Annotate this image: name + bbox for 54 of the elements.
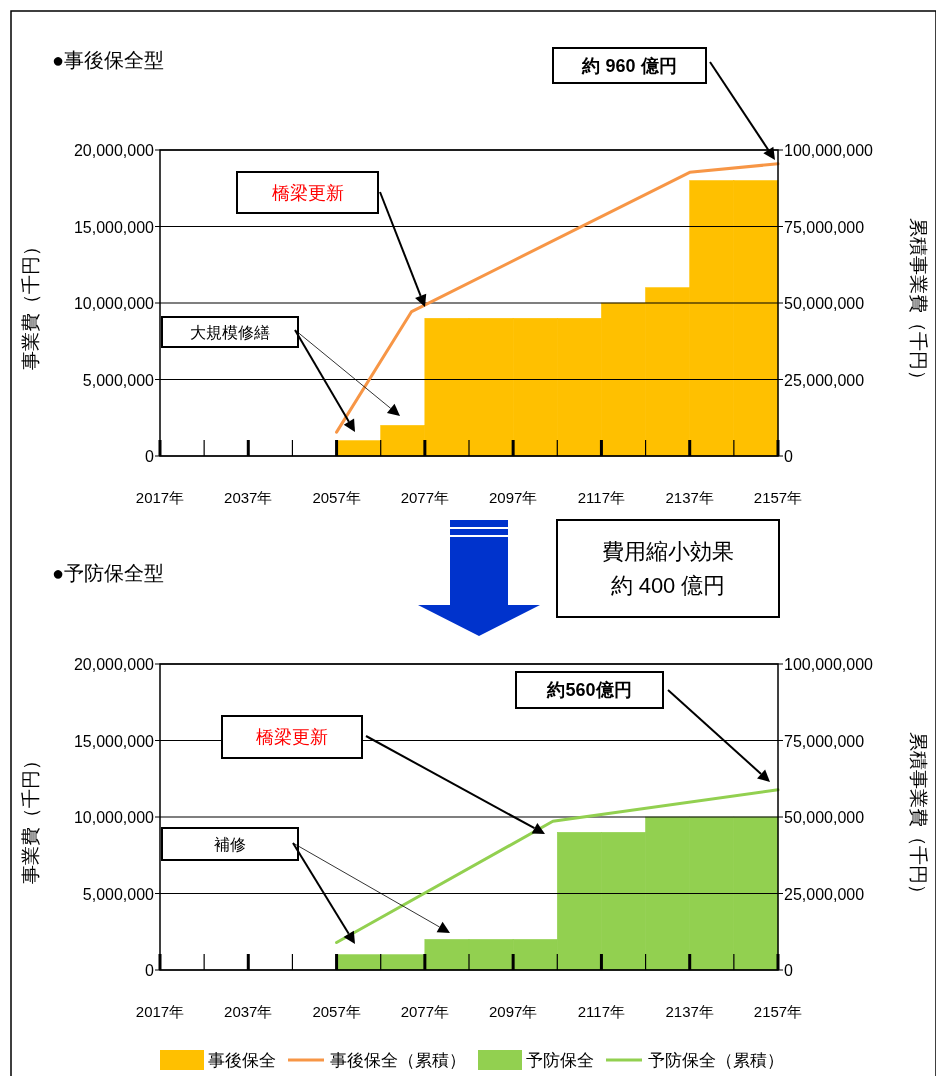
y-tick-label: 5,000,000 [82, 885, 155, 903]
x-tick-label: 2017年 [135, 489, 185, 506]
annotation: 大規模修繕 [190, 323, 270, 341]
y2-axis-title: 累積事業費（千円） [908, 731, 929, 903]
y-tick-label: 10,000,000 [73, 295, 155, 312]
y2-tick-label: 25,000,000 [784, 371, 865, 389]
text: 約 960 億円 [581, 55, 677, 76]
x-tick-label: 2117年 [577, 1003, 626, 1020]
x-tick-label: 2137年 [665, 489, 714, 506]
y2-tick-label: 0 [784, 448, 793, 465]
legend-label: 予防保全（累積） [648, 1051, 784, 1070]
annotation: 橋梁更新 [271, 182, 344, 203]
x-tick-label: 2097年 [488, 489, 538, 506]
text: 費用縮小効果 [602, 539, 734, 565]
y-tick-label: 0 [145, 448, 155, 465]
y-tick-label: 0 [145, 962, 155, 979]
y2-tick-label: 100,000,000 [784, 142, 874, 159]
chart-title: ●事後保全型 [52, 49, 165, 71]
y2-tick-label: 75,000,000 [784, 732, 865, 750]
y2-tick-label: 100,000,000 [784, 656, 874, 673]
x-tick-label: 2157年 [753, 1003, 803, 1020]
chart-title: ●予防保全型 [52, 562, 165, 584]
x-tick-label: 2157年 [753, 489, 803, 506]
annotation: 橋梁更新 [256, 727, 328, 748]
y2-tick-label: 75,000,000 [784, 218, 865, 236]
y2-axis-title: 累積事業費（千円） [908, 217, 929, 389]
x-tick-label: 2117年 [577, 489, 626, 506]
x-tick-label: 2037年 [224, 1003, 273, 1020]
text: 約 400 億円 [610, 573, 726, 599]
y-tick-label: 10,000,000 [73, 809, 155, 826]
y-tick-label: 20,000,000 [73, 656, 155, 673]
y2-tick-label: 50,000,000 [784, 295, 865, 312]
y-tick-label: 15,000,000 [73, 218, 155, 236]
x-tick-label: 2057年 [312, 489, 361, 506]
legend-label: 予防保全 [526, 1051, 594, 1070]
x-tick-label: 2137年 [665, 1003, 714, 1020]
x-tick-label: 2077年 [400, 1003, 450, 1020]
legend-label: 事後保全（累積） [330, 1051, 466, 1070]
y-tick-label: 15,000,000 [73, 732, 155, 750]
y-tick-label: 20,000,000 [73, 142, 155, 159]
x-tick-label: 2017年 [135, 1003, 185, 1020]
y2-tick-label: 50,000,000 [784, 809, 865, 826]
annotation: 補修 [214, 835, 246, 853]
legend-label: 事後保全 [208, 1051, 276, 1070]
y-axis-title: 事業費（千円） [20, 236, 41, 370]
y-axis-title: 事業費（千円） [20, 750, 41, 884]
x-tick-label: 2037年 [224, 489, 273, 506]
y2-tick-label: 25,000,000 [784, 885, 865, 903]
y-tick-label: 5,000,000 [82, 371, 155, 389]
y2-tick-label: 0 [784, 962, 793, 979]
x-tick-label: 2097年 [488, 1003, 538, 1020]
x-tick-label: 2057年 [312, 1003, 361, 1020]
annotation: 約560億円 [546, 680, 632, 701]
x-tick-label: 2077年 [400, 489, 450, 506]
